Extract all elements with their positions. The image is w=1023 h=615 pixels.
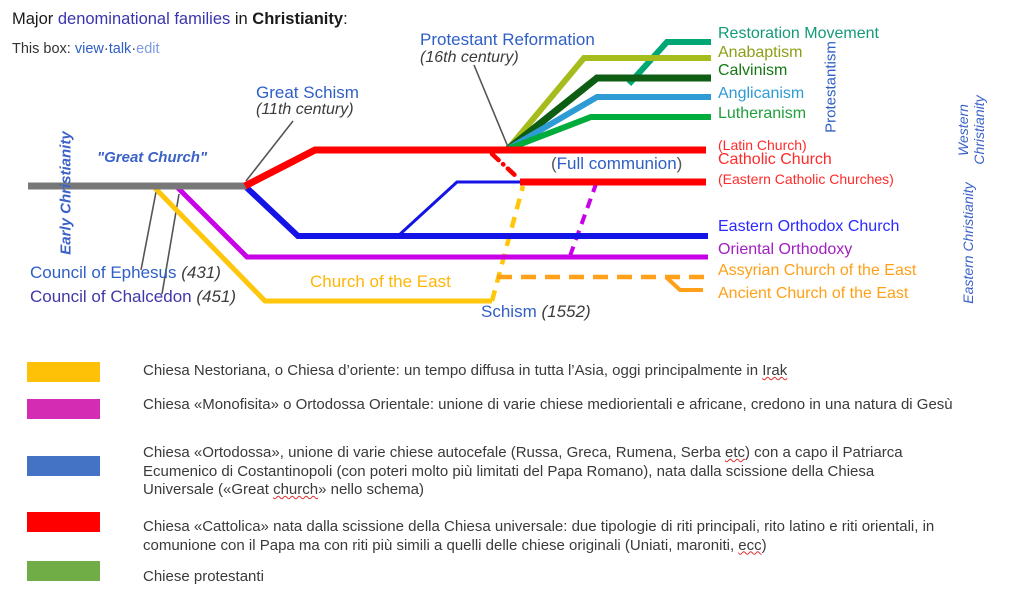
legend-text-part: ) [761,536,767,554]
western-christianity-label: Western Christianity [955,95,987,164]
legend-text-part: Chiesa «Ortodossa», unione di varie chie… [143,444,725,461]
anglicanism-label: Anglicanism [718,85,805,102]
callout-council-ephesus [140,191,157,271]
legend-swatch-green [27,561,100,581]
full-communion-text: Full communion [556,154,677,173]
line-oriental-full-communion-dashed [568,183,598,257]
line-anglicanism [506,94,711,152]
line-catholic-latin [243,146,706,190]
separator-dot: · [131,41,137,57]
legend-text-part: Chiesa «Monofisita» o Ortodossa Oriental… [143,396,953,413]
council-of-ephesus-text: Council of Ephesus [30,263,177,282]
page-title: Major denominational families in Christi… [12,10,348,28]
edit-link[interactable]: edit [136,41,160,57]
line-church-of-the-east [152,185,492,304]
protestantism-label: Protestantism [822,41,840,133]
legend-swatch-magenta [27,399,100,419]
restoration-movement-label: Restoration Movement [718,25,879,42]
legend-text-protestanti: Chiese protestanti [143,568,1005,587]
great-schism-date: (11th century) [256,101,354,118]
eastern-catholic-churches-label: (Eastern Catholic Churches) [718,171,894,187]
council-of-chalcedon-text: Council of Chalcedon [30,287,192,306]
western-line2: Christianity [971,95,987,165]
line-anabaptism [505,55,711,151]
line-ancient-church-branch [664,275,703,292]
western-line1: Western [955,104,971,156]
legend-text-part: » nello schema) [318,481,424,498]
protestant-reformation-date: (16th century) [420,49,519,66]
council-of-ephesus-year: (431) [181,263,221,282]
council-of-ephesus-label: Council of Ephesus (431) [30,264,221,282]
this-box-label: This box: [12,41,71,57]
line-eastern-orthodox [243,184,708,239]
eastern-christianity-label: Eastern Christianity [960,182,976,304]
full-communion-label: (Full communion) [551,155,682,173]
title-pre: Major [12,10,58,28]
line-calvinism [505,74,711,152]
legend-text-part-wavy: Irak [762,362,788,379]
schism-year: (1552) [541,302,591,321]
assyrian-church-label: Assyrian Church of the East [718,262,917,279]
legend-text-part: ) con a capo il Patriarca Ecumenico di C… [143,444,903,498]
catholic-church-label: Catholic Church [718,151,832,168]
oriental-orthodoxy-label: Oriental Orthodoxy [718,241,853,258]
title-mid: in [230,10,253,28]
title-colon: : [343,10,348,28]
title-christianity: Christianity [252,10,344,28]
line-lutheranism [506,114,711,152]
legend-text-part: Chiese protestanti [143,568,264,585]
anabaptism-label: Anabaptism [718,44,803,61]
this-box-bar: This box: view·talk·edit [12,41,160,57]
denominations-diagram [28,39,711,304]
legend-text-part-wavy: church [273,481,319,498]
lutheranism-label: Lutheranism [718,105,807,122]
church-of-the-east-label: Church of the East [310,272,451,291]
legend-swatch-blue [27,456,100,476]
talk-link[interactable]: talk [108,41,132,57]
line-eastern-catholic-feeder [396,180,520,238]
legend-text-monofisita: Chiesa «Monofisita» o Ortodossa Oriental… [143,396,1005,415]
early-christianity-label: Early Christianity [57,131,75,255]
council-of-chalcedon-label: Council of Chalcedon (451) [30,288,236,306]
eastern-orthodox-church-label: Eastern Orthodox Church [718,218,900,235]
denominational-families-link[interactable]: denominational families [57,10,231,28]
separator-dot: · [103,41,109,57]
protestant-reformation-label: Protestant Reformation [420,30,595,49]
schism-1552-label: Schism (1552) [481,303,591,321]
ancient-church-label: Ancient Church of the East [718,285,909,302]
great-church-label: "Great Church" [97,149,208,166]
legend-swatch-red [27,512,100,532]
legend-text-part: Chiesa «Cattolica» nata dalla scissione … [143,518,935,554]
legend-text-part-wavy: ecc [738,536,762,554]
legend-text-nestoriana: Chiesa Nestoriana, o Chiesa d’oriente: u… [143,362,1005,381]
legend-text-cattolica: Chiesa «Cattolica» nata dalla scissione … [143,518,1005,555]
paren-open: ( [551,154,557,173]
view-link[interactable]: view [74,41,104,57]
line-restoration-movement [626,39,711,87]
schism-text: Schism [481,302,537,321]
callout-great-schism [245,120,294,182]
line-chaldean-full-communion-dashed [489,185,526,302]
latin-church-label: (Latin Church) [718,137,807,153]
paren-close: ) [676,154,683,173]
council-of-chalcedon-year: (451) [196,287,237,306]
calvinism-label: Calvinism [718,62,788,79]
great-schism-label: Great Schism [256,83,359,102]
callout-protestant-reformation [473,64,509,148]
legend-text-part: Chiesa Nestoriana, o Chiesa d’oriente: u… [143,362,763,379]
legend-swatch-yellow [27,362,100,382]
legend-text-ortodossa: Chiesa «Ortodossa», unione di varie chie… [143,444,918,500]
legend-text-part-wavy: etc [724,444,745,461]
line-catholic-dashed-link [489,151,521,181]
line-oriental-orthodoxy [175,185,708,260]
